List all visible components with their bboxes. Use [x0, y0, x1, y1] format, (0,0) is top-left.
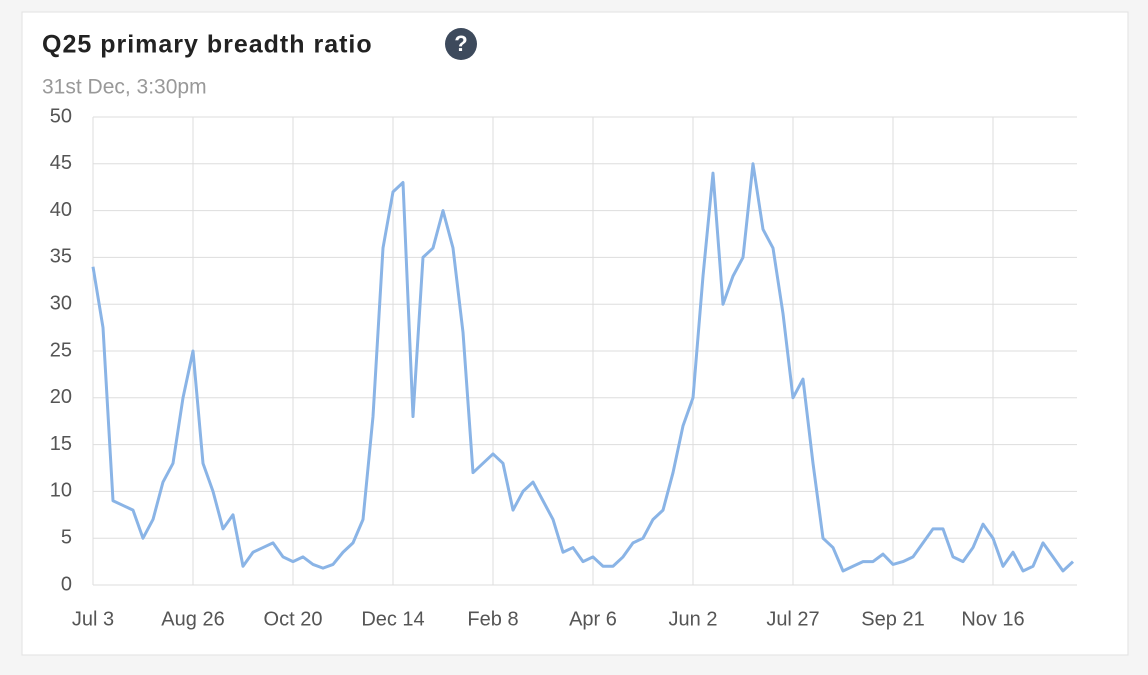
card [21, 11, 1129, 656]
x-tick-label: Sep 21 [861, 608, 924, 630]
help-icon-bg[interactable] [445, 28, 477, 60]
y-tick-label: 30 [50, 292, 72, 314]
x-tick-label: Feb 8 [467, 608, 518, 630]
x-tick-label: Aug 26 [161, 608, 224, 630]
x-tick-label: Jul 27 [766, 608, 819, 630]
x-tick-label: Jul 3 [72, 608, 114, 630]
x-tick-label: Oct 20 [264, 608, 323, 630]
y-tick-label: 10 [50, 480, 72, 502]
y-tick-label: 50 [50, 105, 72, 127]
y-tick-label: 45 [50, 152, 72, 174]
y-tick-label: 25 [50, 339, 72, 361]
y-tick-label: 20 [50, 386, 72, 408]
x-tick-label: Nov 16 [961, 608, 1024, 630]
y-tick-label: 5 [61, 526, 72, 548]
x-tick-label: Jun 2 [669, 608, 718, 630]
x-tick-label: Apr 6 [569, 608, 617, 630]
chart-subtitle: 31st Dec, 3:30pm [42, 76, 207, 99]
chart-title: Q25 primary breadth ratio [42, 31, 373, 59]
y-tick-label: 15 [50, 433, 72, 455]
y-tick-label: 0 [61, 573, 72, 595]
y-tick-label: 35 [50, 246, 72, 268]
y-tick-label: 40 [50, 199, 72, 221]
data-line [91, 162, 1075, 573]
x-tick-label: Dec 14 [361, 608, 424, 630]
help-icon[interactable]: ? [454, 31, 467, 56]
